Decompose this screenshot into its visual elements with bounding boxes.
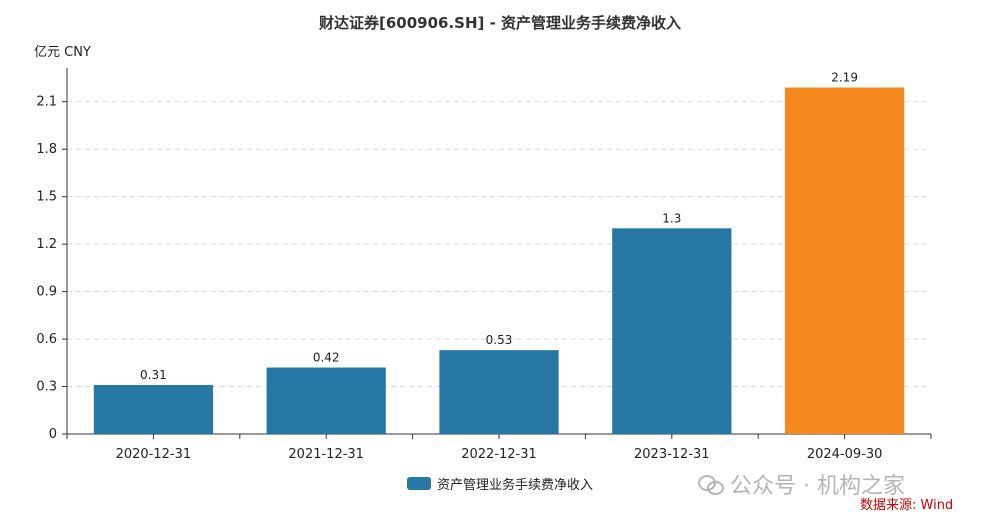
wechat-icon (698, 473, 724, 495)
bar (266, 367, 386, 434)
data-label: 0.42 (313, 351, 340, 365)
legend[interactable]: 资产管理业务手续费净收入 (0, 474, 1000, 493)
y-tick-label: 1.8 (36, 142, 57, 157)
y-tick-label: 1.2 (36, 237, 57, 252)
x-tick-label: 2024-09-30 (807, 447, 883, 462)
watermark-text: 公众号 · 机构之家 (730, 474, 905, 499)
y-tick-label: 0 (49, 427, 57, 442)
y-tick-label: 2.1 (36, 95, 57, 110)
bar (784, 87, 905, 434)
legend-label: 资产管理业务手续费净收入 (436, 478, 593, 493)
data-label: 0.31 (140, 368, 167, 382)
legend-swatch (406, 477, 431, 490)
y-axis-unit-label: 亿元 CNY (34, 45, 91, 60)
data-label: 1.3 (662, 211, 681, 225)
x-tick-label: 2023-12-31 (634, 447, 710, 462)
watermark: 公众号 · 机构之家 (698, 468, 905, 500)
bar (93, 384, 214, 434)
data-label: 0.53 (486, 333, 513, 347)
chart-title: 财达证券[600906.SH] - 资产管理业务手续费净收入 (318, 14, 682, 32)
bar (612, 228, 732, 434)
y-tick-label: 1.5 (36, 190, 57, 205)
x-tick-label: 2022-12-31 (461, 447, 537, 462)
y-tick-label: 0.9 (36, 285, 57, 300)
data-source: 数据来源: Wind (860, 498, 954, 513)
bar (439, 350, 559, 434)
y-tick-label: 0.6 (36, 332, 57, 347)
y-tick-label: 0.3 (36, 380, 57, 395)
x-tick-label: 2020-12-31 (116, 447, 192, 462)
x-tick-label: 2021-12-31 (288, 447, 364, 462)
data-label: 2.19 (831, 70, 858, 84)
